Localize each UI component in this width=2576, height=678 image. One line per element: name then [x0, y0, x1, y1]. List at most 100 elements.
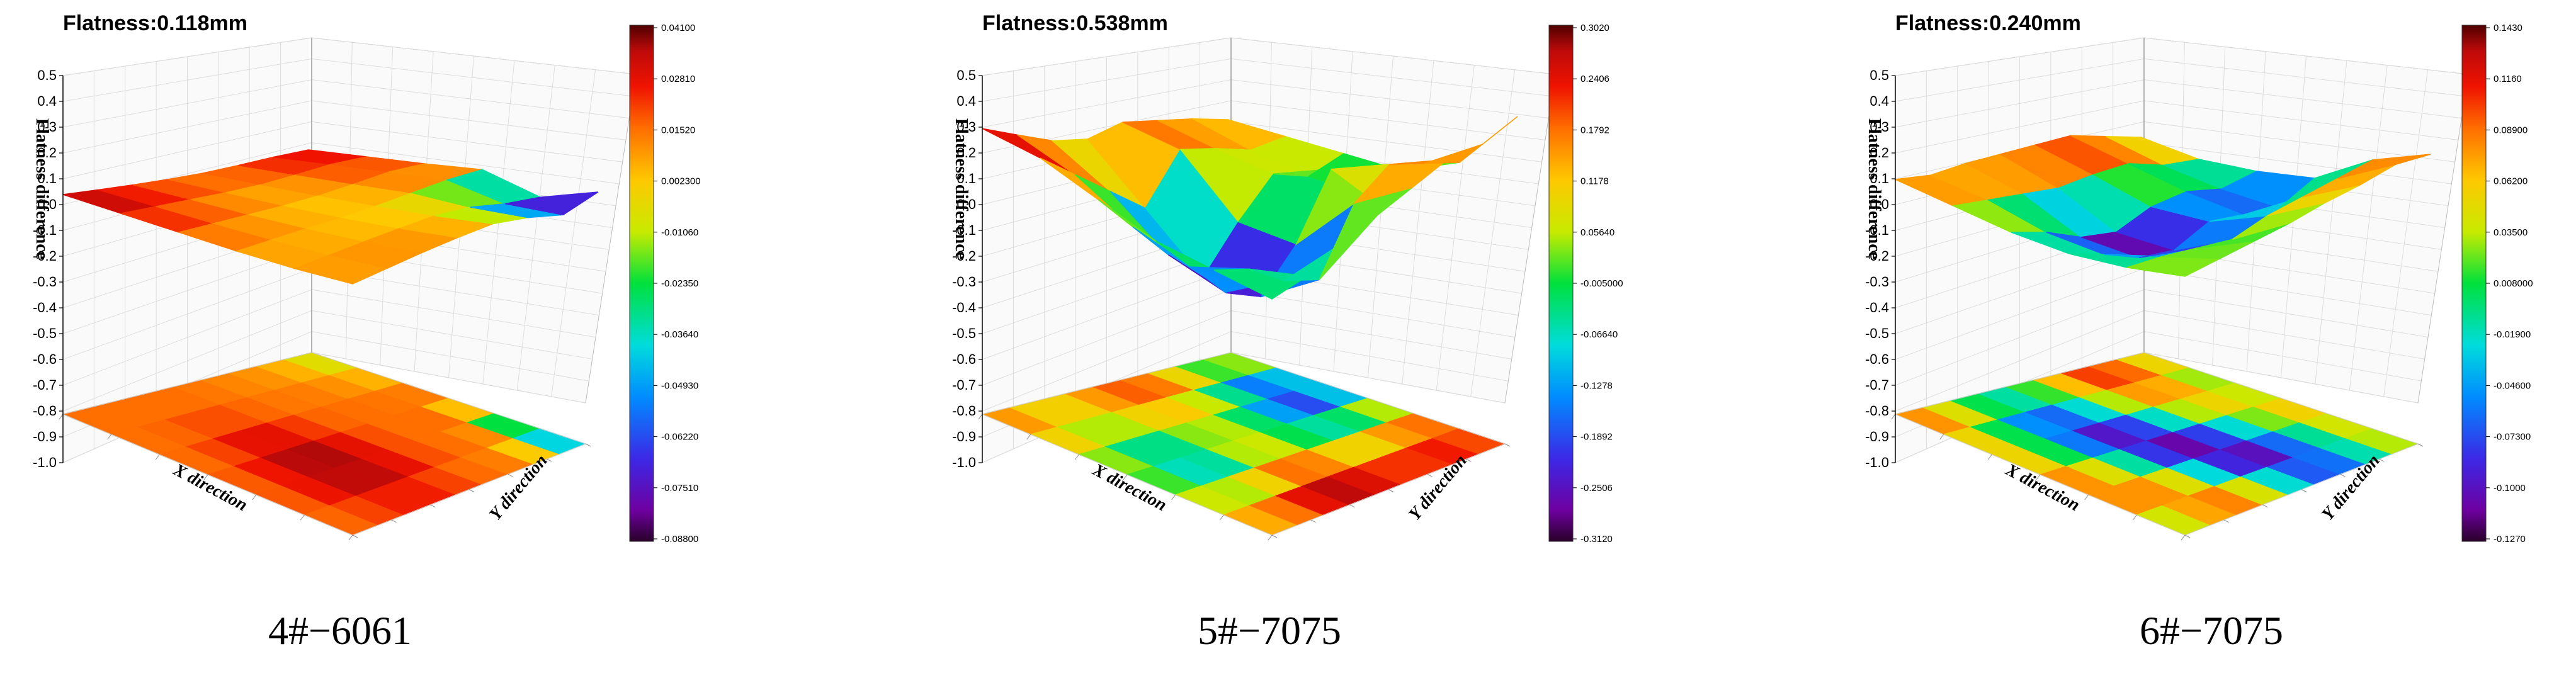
surface-plot: [982, 116, 1518, 300]
z-tick-label: -0.5: [952, 325, 976, 341]
grid-line: [1368, 55, 1393, 378]
z-tick-label: -0.2: [952, 248, 976, 264]
x-axis-tick: [59, 414, 64, 420]
z-tick-label: -0.9: [1865, 429, 1889, 444]
x-axis-tick: [300, 514, 305, 521]
x-axis-tick: [1987, 454, 1992, 460]
z-tick-label: -1.0: [952, 455, 976, 470]
colorbar-tick-label: -0.02350: [661, 278, 698, 289]
y-axis-tick: [1427, 473, 1433, 477]
colorbar-tick-label: 0.03500: [2494, 227, 2528, 238]
grid-line: [516, 65, 555, 391]
colorbar-tick-label: 0.1160: [2494, 74, 2522, 84]
flatness-title: Flatness:0.538mm: [982, 11, 1168, 35]
x-axis-tick: [1891, 414, 1896, 420]
y-axis-tick: [1310, 519, 1316, 523]
chart-caption-1: 4#−6061: [268, 608, 412, 653]
x-axis-tick: [2036, 474, 2041, 480]
surface-plot: [62, 149, 599, 285]
colorbar-tick-label: -0.1278: [1580, 380, 1613, 391]
z-tick-label: 0.5: [956, 67, 976, 83]
colorbar-tick-label: 0.008000: [2494, 278, 2533, 289]
colorbar-tick-label: -0.1000: [2494, 483, 2526, 494]
colorbar-tick-label: 0.05640: [1580, 227, 1614, 238]
z-tick-label: -0.3: [952, 274, 976, 290]
floor-contour-map: [1894, 352, 2419, 536]
z-tick-label: -0.1: [952, 222, 976, 238]
colorbar-tick-label: 0.3020: [1580, 23, 1609, 33]
z-tick-label: -0.1: [33, 222, 57, 238]
z-tick-label: -0.3: [33, 274, 57, 290]
chart-svg-1: 0.5 0.4 0.3 0.2 0.1 0.0 -0.1 -0.2 -0.3 -0.4 -0.5 -0…: [32, 11, 701, 545]
y-axis-tick: [468, 489, 475, 492]
z-tick-label: -0.4: [1865, 300, 1889, 315]
z-tick-label: -0.3: [1865, 274, 1889, 290]
y-axis-tick: [508, 473, 513, 477]
x-axis-tick: [203, 474, 208, 480]
colorbar-tick-label: -0.1270: [2494, 534, 2526, 545]
y-axis-tick: [1388, 489, 1394, 492]
z-tick-label: -0.8: [33, 403, 57, 419]
x-axis-tick: [1074, 454, 1079, 460]
colorbar-tick-label: -0.06640: [1580, 329, 1618, 340]
z-tick-label: -0.6: [952, 351, 976, 367]
colorbar-tick-label: -0.04600: [2494, 380, 2531, 391]
z-tick-label: 0.4: [1870, 93, 1889, 109]
x-axis-tick: [2132, 514, 2137, 521]
grid-line: [2315, 60, 2347, 385]
z-tick-label: 0.0: [37, 196, 57, 212]
z-axis: 0.5 0.4 0.3 0.2 0.1 0.0 -0.1 -0.2 -0.3 -0.4 -0.5 -0…: [952, 67, 983, 470]
z-tick-label: 0.4: [956, 93, 976, 109]
z-tick-label: 0.2: [1870, 145, 1889, 161]
z-tick-label: 0.5: [37, 67, 57, 83]
y-axis-tick: [2262, 504, 2268, 508]
y-axis-tick: [2223, 519, 2229, 523]
colorbar: 0.1430 0.1160 0.08900 0.06200 0.03500 0.00800…: [2461, 23, 2533, 545]
colorbar-tick-label: -0.04930: [661, 380, 698, 391]
colorbar-tick-label: -0.01060: [661, 227, 698, 238]
y-axis-tick: [585, 443, 591, 447]
grid-line: [551, 69, 596, 397]
colorbar-tick-label: 0.1792: [1580, 125, 1609, 135]
colorbar-tick-label: -0.06220: [661, 432, 698, 443]
flatness-title: Flatness:0.118mm: [63, 11, 247, 35]
x-axis-tick: [1171, 494, 1176, 500]
y-axis-tick: [1271, 534, 1278, 538]
z-tick-label: -0.6: [33, 351, 57, 367]
y-axis-tick: [2340, 473, 2346, 477]
colorbar-tick-label: -0.07300: [2494, 432, 2531, 443]
colorbar-tick-label: -0.08800: [661, 534, 698, 545]
x-axis-tick: [2181, 534, 2186, 541]
z-tick-label: 0.5: [1870, 67, 1889, 83]
surface-cell: [1424, 116, 1518, 164]
colorbar-tick-label: 0.08900: [2494, 125, 2528, 135]
z-tick-label: 0.4: [37, 93, 57, 109]
x-axis-tick: [252, 494, 257, 500]
z-tick-label: 0.3: [1870, 119, 1889, 135]
z-tick-label: 0.1: [37, 171, 57, 186]
colorbar-tick-label: -0.07510: [661, 483, 698, 494]
z-tick-label: -0.5: [1865, 325, 1889, 341]
z-tick-label: -0.8: [1865, 403, 1889, 419]
flatness-title: Flatness:0.240mm: [1895, 11, 2081, 35]
chart-3-content: 0.5 0.4 0.3 0.2 0.1 0.0 -0.1 -0.2 -0.3 -0.4 -0.5 -0…: [1864, 11, 2533, 545]
colorbar-tick-label: -0.3120: [1580, 534, 1613, 545]
x-axis-tick: [978, 414, 983, 420]
x-axis-tick: [1219, 514, 1224, 521]
z-tick-label: -0.7: [1865, 377, 1889, 393]
colorbar-tick-label: 0.06200: [2494, 176, 2528, 187]
chart-2-content: 0.5 0.4 0.3 0.2 0.1 0.0 -0.1 -0.2 -0.3 -0.4 -0.5 -0…: [951, 11, 1623, 545]
z-tick-label: 0.0: [956, 196, 976, 212]
z-axis: 0.5 0.4 0.3 0.2 0.1 0.0 -0.1 -0.2 -0.3 -0.4 -0.5 -0…: [33, 67, 64, 470]
colorbar-tick-label: 0.01520: [661, 125, 695, 135]
z-tick-label: -0.7: [952, 377, 976, 393]
chart-panel-3: 0.5 0.4 0.3 0.2 0.1 0.0 -0.1 -0.2 -0.3 -0.4 -0.5 -0…: [1832, 0, 2575, 604]
grid-line: [2349, 65, 2388, 391]
z-axis: 0.5 0.4 0.3 0.2 0.1 0.0 -0.1 -0.2 -0.3 -0.4 -0.5 -0…: [1865, 67, 1896, 470]
y-axis-tick: [430, 504, 436, 508]
colorbar-tick-label: 0.1178: [1580, 176, 1609, 187]
surface-cell: [2337, 154, 2431, 179]
z-tick-label: -0.2: [33, 248, 57, 264]
y-axis-tick: [391, 519, 397, 523]
x-axis-tick: [1026, 434, 1031, 440]
